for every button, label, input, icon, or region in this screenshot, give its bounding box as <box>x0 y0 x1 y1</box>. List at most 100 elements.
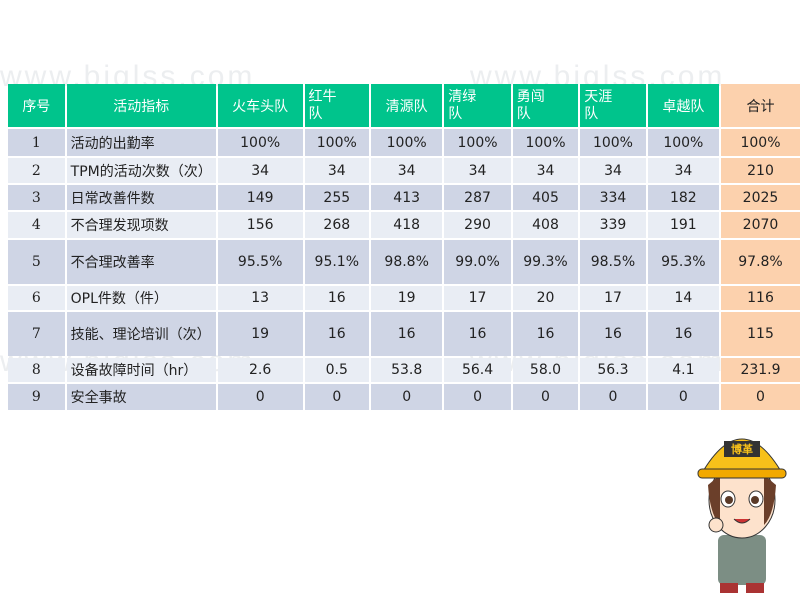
table-cell: 6 <box>8 286 65 310</box>
table-cell: 9 <box>8 384 65 410</box>
table-cell: 17 <box>444 286 511 310</box>
table-row: 3 日常改善件数 149 255 413 287 405 334 182 2025 <box>8 185 800 210</box>
header-row: 序号 活动指标 火车头队 红牛 队清源队 清绿 队勇闯 队天涯 队卓越队 合计 <box>8 84 800 127</box>
table-cell: 3 <box>8 185 65 210</box>
column-header: 清源队 <box>371 84 443 127</box>
table-cell: 34 <box>647 158 719 183</box>
table-cell: 100% <box>304 129 370 156</box>
table-row: 6 OPL件数（件） 13 16 19 17 20 17 14 116 <box>8 286 800 310</box>
table-cell: 0.5 <box>304 358 370 382</box>
table-cell: 0 <box>371 384 443 410</box>
table-cell: 100% <box>444 129 511 156</box>
table-cell: 334 <box>580 185 646 210</box>
table-cell: 53.8 <box>371 358 443 382</box>
table-cell: 95.3% <box>647 240 719 284</box>
table-cell: 339 <box>580 212 646 238</box>
table-cell: 95.1% <box>304 240 370 284</box>
table-cell: 255 <box>304 185 370 210</box>
activity-table: 序号 活动指标 火车头队 红牛 队清源队 清绿 队勇闯 队天涯 队卓越队 合计 1 活动的出… <box>6 82 800 412</box>
table-row: 8 设备故障时间（hr） 2.6 0.5 53.8 56.4 58.0 56.3 4.1 231.… <box>8 358 800 382</box>
table-cell: 99.3% <box>512 240 579 284</box>
table-cell: 0 <box>217 384 303 410</box>
table-cell: 0 <box>647 384 719 410</box>
table-cell: 100% <box>371 129 443 156</box>
table-cell: 191 <box>647 212 719 238</box>
column-header: 活动指标 <box>66 84 216 127</box>
table-cell: 0 <box>720 384 800 410</box>
table-cell: 116 <box>720 286 800 310</box>
table-cell: 56.3 <box>580 358 646 382</box>
table-cell: 149 <box>217 185 303 210</box>
column-header: 红牛 队 <box>304 84 370 127</box>
table-cell: 5 <box>8 240 65 284</box>
table-cell: 156 <box>217 212 303 238</box>
table-cell: 不合理改善率 <box>66 240 216 284</box>
table-cell: 34 <box>512 158 579 183</box>
table-row: 5 不合理改善率 95.5% 95.1% 98.8% 99.0% 99.3% 98.5% 95.… <box>8 240 800 284</box>
table-cell: 2 <box>8 158 65 183</box>
table-cell: 16 <box>444 312 511 356</box>
column-header: 天涯 队 <box>580 84 646 127</box>
table-cell: 56.4 <box>444 358 511 382</box>
table-cell: 16 <box>580 312 646 356</box>
table-cell: 活动的出勤率 <box>66 129 216 156</box>
table-cell: TPM的活动次数（次） <box>66 158 216 183</box>
table-cell: 19 <box>217 312 303 356</box>
table-cell: OPL件数（件） <box>66 286 216 310</box>
table-cell: 7 <box>8 312 65 356</box>
table-cell: 16 <box>371 312 443 356</box>
table-cell: 8 <box>8 358 65 382</box>
table-cell: 97.8% <box>720 240 800 284</box>
table-cell: 98.5% <box>580 240 646 284</box>
table-cell: 413 <box>371 185 443 210</box>
table-row: 1 活动的出勤率 100% 100% 100% 100% 100% 100% 100% 100% <box>8 129 800 156</box>
table-cell: 技能、理论培训（次） <box>66 312 216 356</box>
table-row: 9 安全事故 0 0 0 0 0 0 0 0 <box>8 384 800 410</box>
table-cell: 231.9 <box>720 358 800 382</box>
table-cell: 19 <box>371 286 443 310</box>
table-cell: 2.6 <box>217 358 303 382</box>
table-cell: 100% <box>720 129 800 156</box>
table-cell: 34 <box>444 158 511 183</box>
table-cell: 182 <box>647 185 719 210</box>
table-cell: 0 <box>444 384 511 410</box>
table-cell: 34 <box>304 158 370 183</box>
column-header: 清绿 队 <box>444 84 511 127</box>
table-cell: 安全事故 <box>66 384 216 410</box>
table-cell: 34 <box>217 158 303 183</box>
table-row: 7 技能、理论培训（次） 19 16 16 16 16 16 16 115 <box>8 312 800 356</box>
helmet-logo: 博革 <box>731 442 753 456</box>
column-header: 卓越队 <box>647 84 719 127</box>
table-cell: 14 <box>647 286 719 310</box>
table-cell: 0 <box>580 384 646 410</box>
table-cell: 115 <box>720 312 800 356</box>
table-cell: 95.5% <box>217 240 303 284</box>
table-cell: 1 <box>8 129 65 156</box>
table-cell: 100% <box>580 129 646 156</box>
table-cell: 16 <box>647 312 719 356</box>
table-cell: 13 <box>217 286 303 310</box>
table-cell: 408 <box>512 212 579 238</box>
table-cell: 20 <box>512 286 579 310</box>
table-cell: 99.0% <box>444 240 511 284</box>
table-cell: 100% <box>647 129 719 156</box>
table-row: 2 TPM的活动次数（次） 34 34 34 34 34 34 34 210 <box>8 158 800 183</box>
table-cell: 设备故障时间（hr） <box>66 358 216 382</box>
table-cell: 0 <box>304 384 370 410</box>
column-header: 序号 <box>8 84 65 127</box>
table-cell: 58.0 <box>512 358 579 382</box>
table-cell: 268 <box>304 212 370 238</box>
table-cell: 17 <box>580 286 646 310</box>
table-cell: 16 <box>512 312 579 356</box>
table-cell: 34 <box>580 158 646 183</box>
table-cell: 日常改善件数 <box>66 185 216 210</box>
table-cell: 4.1 <box>647 358 719 382</box>
table-cell: 100% <box>512 129 579 156</box>
mascot: 博革 <box>697 438 787 593</box>
table-cell: 418 <box>371 212 443 238</box>
table-cell: 290 <box>444 212 511 238</box>
table-cell: 210 <box>720 158 800 183</box>
table-cell: 405 <box>512 185 579 210</box>
table-row: 4 不合理发现项数 156 268 418 290 408 339 191 2070 <box>8 212 800 238</box>
table-cell: 287 <box>444 185 511 210</box>
